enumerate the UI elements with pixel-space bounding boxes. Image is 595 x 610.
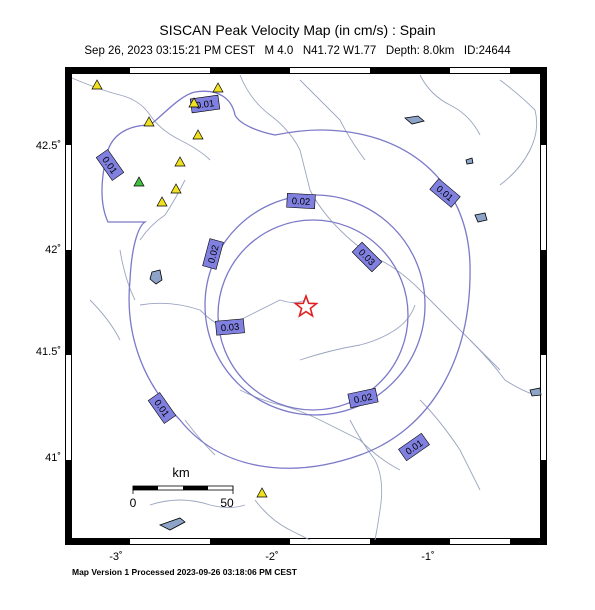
contour-label: 0.03 — [215, 318, 245, 336]
event-location: N41.72 W1.77 — [302, 45, 377, 57]
event-depth: Depth: 8.0km — [385, 45, 455, 57]
contour-label: 0.01 — [189, 94, 221, 114]
lat-tick-label: 42˚ — [45, 244, 61, 256]
epicenter-star — [293, 293, 319, 318]
contour-label-text: 0.02 — [291, 196, 310, 208]
contour-0.03 — [217, 219, 409, 411]
lat-tick-label: 42.5˚ — [36, 140, 61, 152]
contour-label-text: 0.02 — [206, 244, 221, 265]
station-triangle — [170, 183, 182, 194]
map-frame — [65, 67, 547, 545]
lakes — [149, 115, 542, 531]
scale-bar-label-0: 0 — [130, 496, 137, 510]
station-triangle — [212, 82, 224, 93]
contour-label-text: 0.02 — [353, 392, 373, 407]
station-triangle — [133, 176, 145, 187]
contour-label-text: 0.03 — [220, 322, 239, 335]
stations — [91, 79, 268, 498]
lon-tick-label: -2˚ — [265, 551, 278, 563]
event-info: Sep 26, 2023 03:15:21 PM CEST M 4.0 N41.… — [0, 45, 595, 57]
event-datetime: Sep 26, 2023 03:15:21 PM CEST — [84, 45, 255, 57]
station-triangle — [188, 97, 200, 108]
contour-0.01 — [101, 90, 471, 469]
contour-label-text: 0.01 — [195, 98, 215, 111]
station-triangle — [143, 116, 155, 127]
scale-bar-unit: km — [172, 465, 189, 480]
axis-labels: -3˚ -2˚ -1˚ 42.5˚ 42˚ 41.5˚ 41˚ — [36, 140, 435, 563]
lon-tick-label: -1˚ — [421, 551, 434, 563]
scale-bar-label-50: 50 — [220, 496, 234, 510]
station-triangle — [192, 129, 204, 140]
station-triangle — [174, 156, 186, 167]
event-magnitude: M 4.0 — [264, 45, 294, 57]
lon-tick-label: -3˚ — [109, 551, 122, 563]
event-id: ID:24644 — [463, 45, 511, 57]
contour-label: 0.02 — [286, 192, 316, 210]
lat-tick-label: 41˚ — [45, 452, 61, 464]
lat-tick-label: 41.5˚ — [36, 346, 61, 358]
map-title: SISCAN Peak Velocity Map (in cm/s) : Spa… — [159, 22, 436, 38]
contour-label: 0.02 — [202, 238, 224, 270]
station-triangle — [256, 487, 268, 498]
station-triangle — [91, 79, 103, 90]
scale-bar: km 0 50 — [130, 465, 234, 510]
map-version-footer: Map Version 1 Processed 2023-09-26 03:18… — [72, 567, 297, 577]
station-triangle — [156, 196, 168, 207]
contour-label: 0.02 — [347, 387, 379, 409]
